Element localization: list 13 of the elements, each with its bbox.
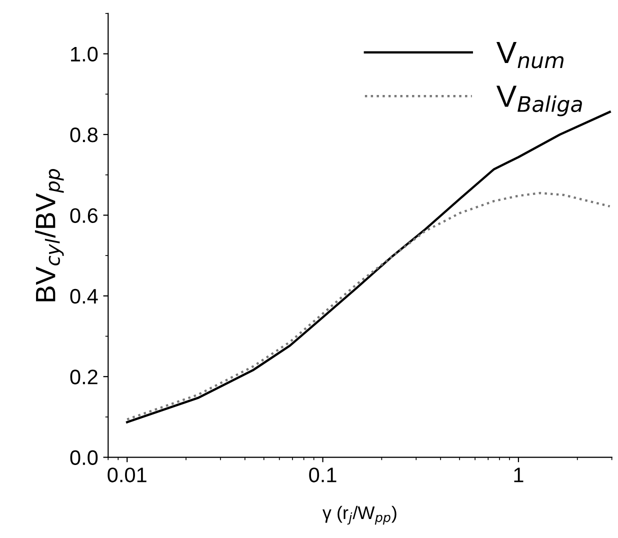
x-axis-title: γ (r$_{j}$/W$_{pp}$) — [322, 506, 396, 525]
legend-label: V$_{num}$ — [496, 42, 564, 68]
x-tick-label: 0.1 — [309, 468, 336, 482]
legend-label: V$_{Baliga}$ — [496, 86, 582, 116]
y-tick-label: 0.2 — [70, 370, 98, 384]
x-tick-label: 0.01 — [108, 468, 146, 482]
x-tick-label: 1 — [514, 468, 524, 482]
y-tick-label: 0.0 — [70, 450, 98, 466]
y-tick-label: 1.0 — [71, 46, 98, 62]
y-tick-label: 0.4 — [70, 288, 98, 304]
y-tick-label: 0.8 — [70, 128, 98, 142]
y-axis-title: BV$_{cyl}$/BV$_{pp}$ — [35, 169, 64, 302]
y-tick-label: 0.6 — [70, 208, 98, 223]
